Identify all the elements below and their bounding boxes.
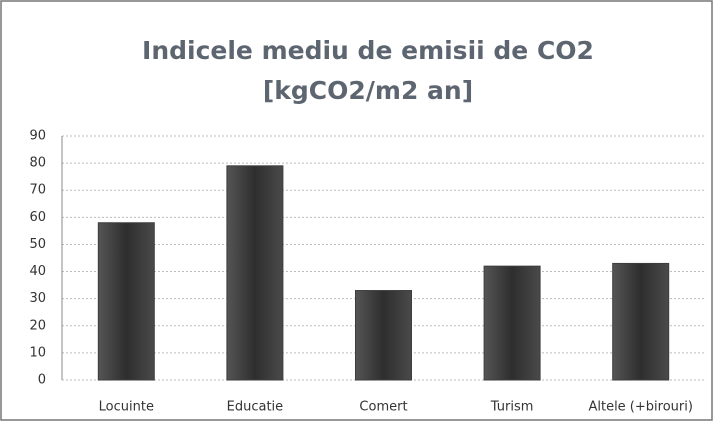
bar xyxy=(226,165,284,381)
y-tick-label: 90 xyxy=(29,129,46,144)
y-tick-label: 70 xyxy=(29,183,46,198)
x-tick-label: Comert xyxy=(359,400,407,415)
y-tick-label: 40 xyxy=(29,264,46,279)
y-tick-label: 20 xyxy=(29,318,46,333)
y-tick-label: 10 xyxy=(29,345,46,360)
y-tick-label: 60 xyxy=(29,210,46,225)
bar xyxy=(483,265,541,381)
bar xyxy=(612,262,670,381)
bar xyxy=(97,222,155,381)
x-tick-label: Altele (+birouri) xyxy=(588,400,692,415)
x-tick-label: Educatie xyxy=(227,400,284,415)
y-tick-label: 80 xyxy=(29,156,46,171)
chart-title: [kgCO2/m2 an] xyxy=(263,76,473,105)
y-tick-label: 30 xyxy=(29,291,46,306)
x-tick-label: Turism xyxy=(490,400,534,415)
chart-title: Indicele mediu de emisii de CO2 xyxy=(142,36,594,65)
x-tick-label: Locuinte xyxy=(99,400,154,415)
y-tick-label: 50 xyxy=(29,237,46,252)
bar xyxy=(355,290,412,381)
y-tick-label: 0 xyxy=(38,373,46,388)
